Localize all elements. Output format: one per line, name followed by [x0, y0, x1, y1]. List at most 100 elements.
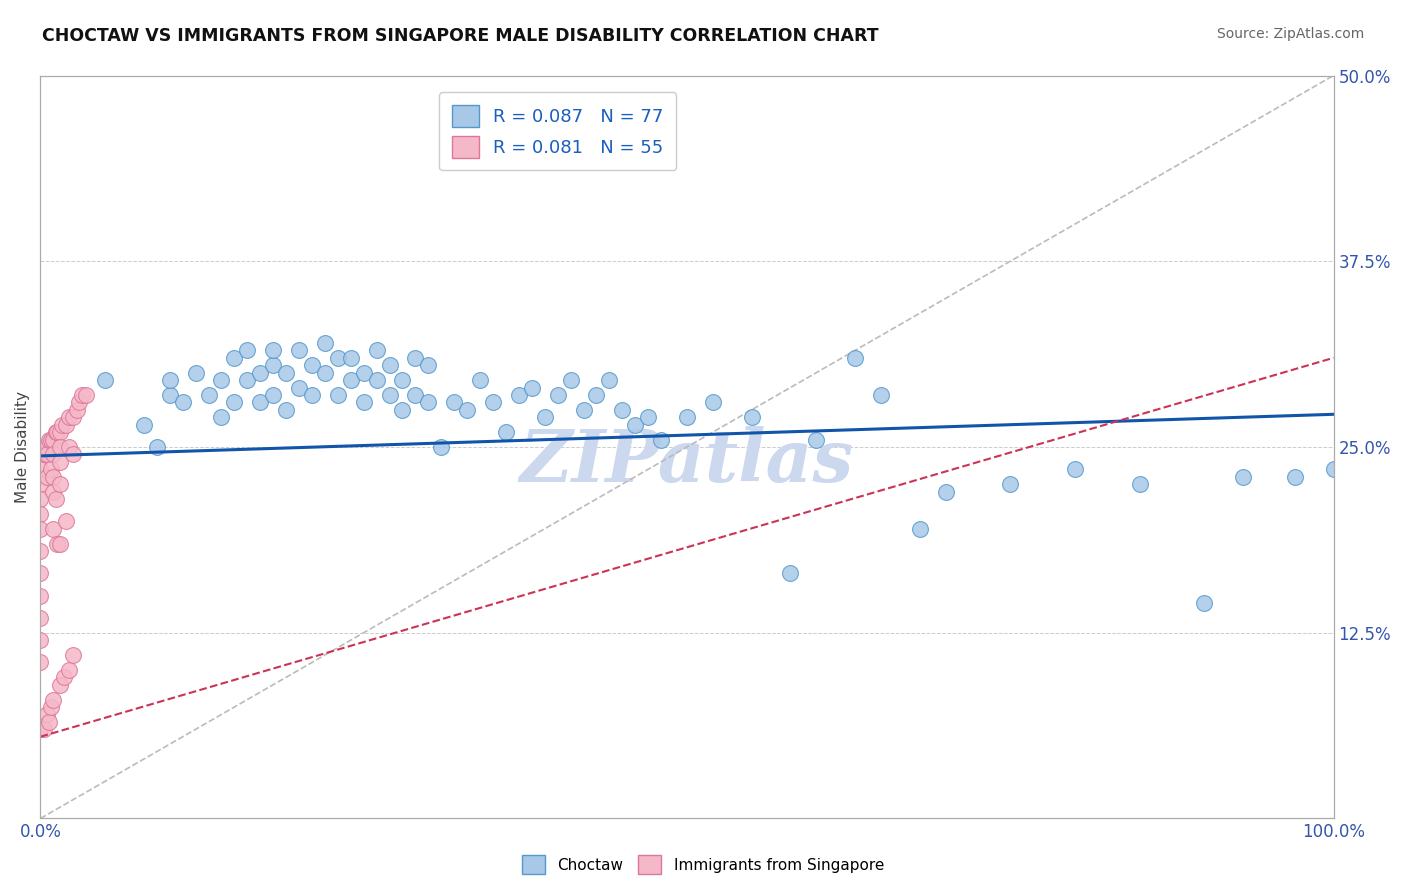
- Point: [262, 343, 284, 358]
- Point: [49, 477, 72, 491]
- Point: [49, 425, 72, 439]
- Point: [30, 462, 52, 476]
- Point: [249, 366, 271, 380]
- Point: [391, 373, 413, 387]
- Point: [49, 536, 72, 550]
- Point: [326, 388, 349, 402]
- Point: [224, 351, 246, 365]
- Point: [262, 358, 284, 372]
- Point: [52, 670, 75, 684]
- Point: [1128, 477, 1150, 491]
- Point: [132, 417, 155, 432]
- Point: [42, 433, 65, 447]
- Point: [560, 373, 582, 387]
- Point: [62, 447, 84, 461]
- Point: [637, 410, 659, 425]
- Point: [30, 656, 52, 670]
- Point: [159, 373, 181, 387]
- Point: [378, 358, 401, 372]
- Point: [197, 388, 219, 402]
- Point: [676, 410, 699, 425]
- Point: [314, 336, 336, 351]
- Point: [45, 491, 67, 506]
- Point: [46, 425, 69, 439]
- Point: [353, 395, 375, 409]
- Point: [51, 417, 73, 432]
- Point: [30, 507, 52, 521]
- Point: [1192, 596, 1215, 610]
- Point: [35, 447, 58, 461]
- Point: [30, 491, 52, 506]
- Point: [339, 351, 361, 365]
- Point: [612, 402, 634, 417]
- Point: [42, 522, 65, 536]
- Point: [34, 447, 56, 461]
- Point: [30, 440, 52, 454]
- Point: [520, 380, 543, 394]
- Point: [224, 395, 246, 409]
- Point: [650, 433, 672, 447]
- Point: [236, 373, 259, 387]
- Point: [533, 410, 555, 425]
- Point: [172, 395, 194, 409]
- Point: [1284, 469, 1306, 483]
- Point: [741, 410, 763, 425]
- Point: [598, 373, 620, 387]
- Point: [339, 373, 361, 387]
- Point: [30, 723, 52, 737]
- Point: [274, 402, 297, 417]
- Point: [35, 469, 58, 483]
- Point: [49, 440, 72, 454]
- Point: [49, 678, 72, 692]
- Point: [430, 440, 453, 454]
- Point: [468, 373, 491, 387]
- Point: [62, 410, 84, 425]
- Point: [211, 373, 233, 387]
- Point: [624, 417, 647, 432]
- Point: [35, 440, 58, 454]
- Point: [39, 462, 62, 476]
- Point: [353, 366, 375, 380]
- Point: [495, 425, 517, 439]
- Point: [1000, 477, 1022, 491]
- Point: [366, 343, 388, 358]
- Point: [30, 611, 52, 625]
- Point: [38, 433, 60, 447]
- Point: [418, 395, 440, 409]
- Point: [844, 351, 866, 365]
- Point: [262, 388, 284, 402]
- Point: [547, 388, 569, 402]
- Point: [288, 380, 311, 394]
- Point: [806, 433, 828, 447]
- Point: [55, 417, 77, 432]
- Point: [572, 402, 595, 417]
- Point: [30, 522, 52, 536]
- Point: [30, 633, 52, 648]
- Point: [46, 536, 69, 550]
- Point: [65, 402, 87, 417]
- Point: [42, 484, 65, 499]
- Point: [159, 388, 181, 402]
- Point: [301, 358, 323, 372]
- Point: [30, 544, 52, 558]
- Text: Source: ZipAtlas.com: Source: ZipAtlas.com: [1216, 27, 1364, 41]
- Point: [55, 514, 77, 528]
- Point: [456, 402, 478, 417]
- Point: [249, 395, 271, 409]
- Point: [38, 714, 60, 729]
- Point: [391, 402, 413, 417]
- Point: [418, 358, 440, 372]
- Point: [366, 373, 388, 387]
- Point: [1232, 469, 1254, 483]
- Point: [39, 700, 62, 714]
- Point: [35, 707, 58, 722]
- Point: [1322, 462, 1344, 476]
- Point: [908, 522, 931, 536]
- Point: [49, 455, 72, 469]
- Point: [702, 395, 724, 409]
- Point: [34, 723, 56, 737]
- Point: [39, 433, 62, 447]
- Point: [404, 388, 426, 402]
- Point: [58, 663, 80, 677]
- Point: [30, 589, 52, 603]
